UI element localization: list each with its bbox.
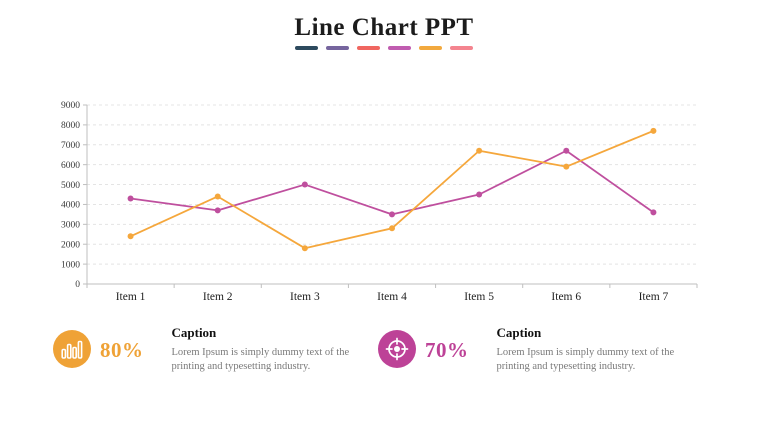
y-tick-label: 0 <box>75 280 80 290</box>
page-title: Line Chart PPT <box>294 14 474 41</box>
orange-series-point <box>650 127 657 134</box>
y-tick-label: 7000 <box>61 141 80 151</box>
caption-heading: Caption <box>496 325 542 340</box>
y-tick-label: 9000 <box>61 101 80 111</box>
purple-series-point <box>476 191 483 198</box>
percent-value: 80% <box>100 338 144 362</box>
caption-heading: Caption <box>171 325 217 340</box>
x-category-label: Item 2 <box>203 291 233 303</box>
bar-chart-icon <box>53 330 91 368</box>
purple-series-point <box>389 211 395 218</box>
purple-series-point <box>301 181 308 188</box>
caption-block-orange: 80% Caption Lorem Ipsum is simply dummy … <box>53 322 372 374</box>
title-accent-dash <box>388 46 411 50</box>
title-accent-dashes <box>0 46 768 50</box>
purple-series-point <box>650 209 657 216</box>
title-accent-dash <box>419 46 442 50</box>
orange-series-point <box>563 163 570 170</box>
line-chart-svg: 0 1000 2000 3000 4000 5000 6000 7000 8000 9000 Ite… <box>61 101 698 303</box>
title-accent-dash <box>326 46 349 50</box>
caption-body: Lorem Ipsum is simply dummy text of the … <box>496 347 675 373</box>
x-category-label: Item 1 <box>116 291 146 303</box>
x-category-label: Item 3 <box>290 291 320 303</box>
y-tick-label: 2000 <box>61 240 80 250</box>
caption-block-magenta: 70% Caption Lorem Ipsum is simply dummy … <box>378 322 697 374</box>
percent-value: 70% <box>425 338 469 362</box>
x-category-label: Item 5 <box>464 291 494 303</box>
y-tick-label: 5000 <box>61 181 80 191</box>
purple-series-point <box>563 147 570 154</box>
title-accent-dash <box>357 46 380 50</box>
orange-series-point <box>127 233 134 240</box>
caption-body: Lorem Ipsum is simply dummy text of the … <box>171 347 350 373</box>
purple-series-point <box>127 195 134 202</box>
x-category-label: Item 7 <box>639 291 669 303</box>
title-accent-dash <box>450 46 473 50</box>
orange-series-point <box>301 245 308 252</box>
title-accent-dash <box>295 46 318 50</box>
y-tick-label: 6000 <box>61 161 80 171</box>
x-category-label: Item 4 <box>377 291 407 303</box>
line-chart: 0 1000 2000 3000 4000 5000 6000 7000 8000 9000 Ite… <box>0 95 768 310</box>
purple-series-point <box>214 207 221 214</box>
y-tick-label: 8000 <box>61 121 80 131</box>
orange-series-point <box>389 225 395 232</box>
target-icon <box>378 330 416 368</box>
y-tick-label: 3000 <box>61 221 80 231</box>
y-tick-label: 4000 <box>61 201 80 211</box>
orange-series-point <box>214 193 221 200</box>
x-category-label: Item 6 <box>551 291 581 303</box>
y-tick-label: 1000 <box>61 260 80 270</box>
orange-series-point <box>476 147 483 154</box>
